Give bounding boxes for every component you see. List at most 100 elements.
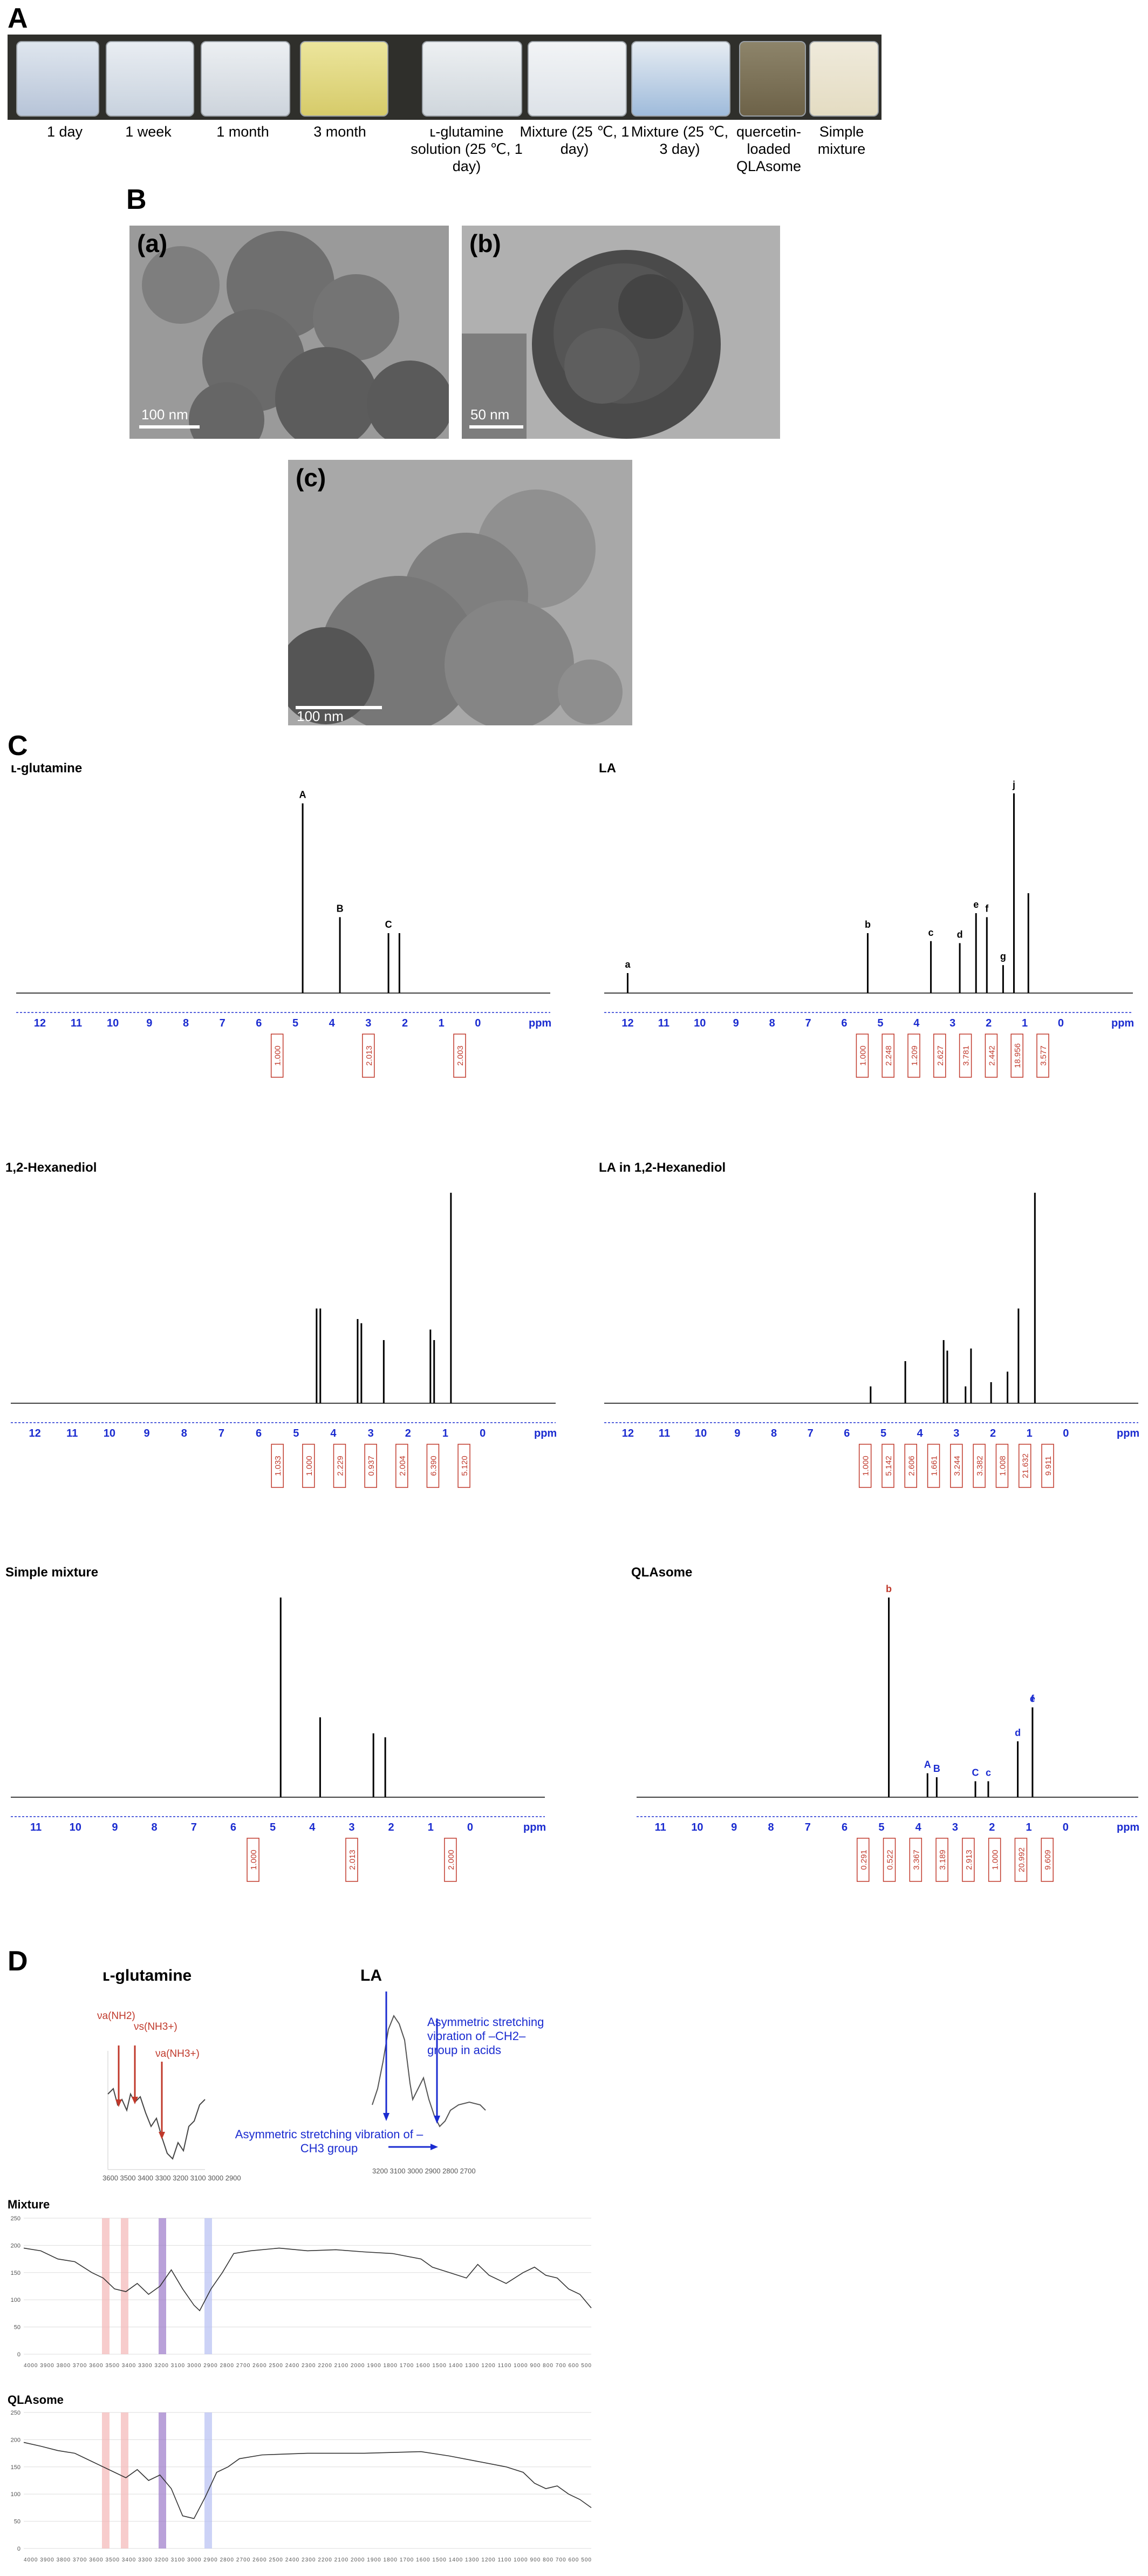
nmr-tick-label: 0: [1058, 1017, 1064, 1029]
nmr-tick-label: 2: [986, 1017, 992, 1029]
svg-text:9.609: 9.609: [1043, 1850, 1053, 1870]
nmr-integral: 2.004: [395, 1444, 408, 1488]
svg-text:1.033: 1.033: [274, 1456, 283, 1476]
ftir-ytick-label: 200: [11, 2437, 20, 2443]
nmr-integral: 1.661: [927, 1444, 940, 1488]
svg-text:2.000: 2.000: [447, 1850, 456, 1870]
vial-9: [809, 41, 879, 117]
svg-text:1.000: 1.000: [991, 1850, 1000, 1870]
vial-label-3: 1 month: [216, 124, 269, 140]
nmr-peak-letter: a: [625, 959, 631, 970]
tem-a-particles: [129, 226, 449, 439]
nmr-tick-label: 11: [655, 1821, 666, 1833]
ftir-xaxis-labels: 4000 3900 3800 3700 3600 3500 3400 3300 …: [24, 2363, 591, 2369]
nmr-tick-label: 12: [622, 1428, 634, 1439]
svg-text:2.248: 2.248: [884, 1045, 893, 1066]
vial-label-6: Mixture (25 ℃, 1 day): [520, 124, 630, 157]
ftir-glutamine-label-1: νa(NH2): [97, 2010, 135, 2022]
nmr-integral: 1.008: [995, 1444, 1009, 1488]
ftir-highlight-band: [102, 2218, 110, 2354]
svg-text:2.606: 2.606: [907, 1456, 916, 1476]
nmr-peak-letter: g: [1000, 951, 1006, 962]
svg-text:3.781: 3.781: [962, 1045, 971, 1066]
svg-text:2.442: 2.442: [987, 1045, 996, 1066]
svg-text:3.577: 3.577: [1039, 1045, 1048, 1066]
nmr-tick-label: 1: [442, 1428, 448, 1439]
nmr-tick-label: 6: [844, 1428, 850, 1439]
ftir-glutamine-title: ʟ-glutamine: [102, 1967, 192, 1984]
panel-b-letter: B: [126, 184, 147, 215]
nmr-peak-letter: A: [299, 790, 306, 800]
nmr-integral: 1.209: [907, 1034, 920, 1078]
nmr-tick-label: 3: [368, 1428, 374, 1439]
nmr-integral: 1.000: [270, 1034, 284, 1078]
nmr-tick-label: 5: [880, 1428, 886, 1439]
nmr-integral: 2.003: [453, 1034, 466, 1078]
tem-image-b: (b) 50 nm: [462, 226, 780, 439]
nmr-tick-label: 4: [915, 1821, 922, 1833]
vial-4: [300, 41, 388, 117]
svg-text:18.956: 18.956: [1013, 1043, 1022, 1068]
nmr-tick-label: 1: [1022, 1017, 1028, 1029]
nmr-tick-label: 7: [220, 1017, 226, 1029]
nmr-peak-letter: b: [865, 919, 871, 930]
nmr-tick-label: 2: [388, 1821, 394, 1833]
nmr-peak-letter: d: [957, 929, 963, 940]
nmr-integral: 2.627: [933, 1034, 946, 1078]
svg-text:1.000: 1.000: [862, 1456, 871, 1476]
svg-text:3.189: 3.189: [938, 1850, 947, 1870]
nmr-tick-label: 10: [107, 1017, 119, 1029]
nmr-tick-label: 7: [191, 1821, 197, 1833]
nmr-tick-label: 10: [694, 1017, 706, 1029]
nmr-tick-label: 9: [731, 1821, 737, 1833]
nmr-integral: 2.000: [444, 1838, 457, 1882]
nmr-title-3: 1,2-Hexanediol: [5, 1160, 97, 1175]
nmr-tick-label: 4: [917, 1428, 924, 1439]
nmr-tick-label: 5: [877, 1017, 883, 1029]
nmr-tick-label: 5: [292, 1017, 298, 1029]
nmr-peak-letter: f: [1031, 1694, 1035, 1704]
panel-a-letter: A: [8, 3, 28, 34]
nmr-tick-label: 4: [330, 1428, 337, 1439]
ftir-ytick-label: 200: [11, 2242, 20, 2249]
nmr-tick-label: 8: [152, 1821, 158, 1833]
svg-text:1.000: 1.000: [274, 1045, 283, 1066]
ftir-ytick-label: 0: [17, 2546, 20, 2552]
nmr-tick-label: 4: [309, 1821, 316, 1833]
nmr-tick-label: 1: [439, 1017, 445, 1029]
nmr-tick-label: 9: [146, 1017, 152, 1029]
svg-text:2.013: 2.013: [365, 1045, 374, 1066]
nmr-integral: 9.609: [1041, 1838, 1054, 1882]
nmr-tick-label: 0: [1063, 1428, 1069, 1439]
nmr-tick-label: 10: [691, 1821, 703, 1833]
nmr-integral: 0.291: [857, 1838, 870, 1882]
vial-6: [528, 41, 627, 117]
nmr-integral: 20.992: [1014, 1838, 1028, 1882]
nmr-peak-letter: C: [385, 919, 392, 930]
panel-d-letter: D: [8, 1946, 28, 1977]
tem-b-scalebar: [469, 425, 523, 429]
nmr-title-1: ʟ-glutamine: [11, 761, 83, 776]
nmr-integral: 2.442: [985, 1034, 998, 1078]
svg-text:6.390: 6.390: [429, 1456, 438, 1476]
ftir-glutamine-inset: ʟ-glutamine νa(NH2) νs(NH3+) νa(NH3+) 36…: [97, 1965, 241, 2191]
nmr-integral: 3.189: [935, 1838, 948, 1882]
nmr-tick-label: 11: [30, 1821, 42, 1833]
ftir-ytick-label: 100: [11, 2491, 20, 2498]
nmr-integral: 3.244: [950, 1444, 963, 1488]
nmr-tick-label: 2: [989, 1821, 995, 1833]
nmr-peak-letter: B: [933, 1763, 940, 1774]
ftir-la-annotation-1: Asymmetric stretching vibration of –CH2–…: [427, 2015, 544, 2057]
svg-text:21.632: 21.632: [1021, 1453, 1030, 1478]
ftir-ytick-label: 50: [14, 2519, 20, 2525]
nmr-integral: 2.013: [362, 1034, 375, 1078]
nmr-peak-letter: b: [886, 1583, 892, 1594]
nmr-tick-label: 10: [104, 1428, 115, 1439]
svg-text:3.382: 3.382: [975, 1456, 985, 1476]
vial-label-1: 1 day: [46, 124, 83, 140]
nmr-title-6: QLAsome: [631, 1565, 693, 1580]
nmr-peak-letter: c: [928, 927, 934, 938]
vial-label-2: 1 week: [125, 124, 172, 140]
nmr-tick-label: 9: [144, 1428, 150, 1439]
nmr-peak-letter: f: [985, 903, 989, 914]
